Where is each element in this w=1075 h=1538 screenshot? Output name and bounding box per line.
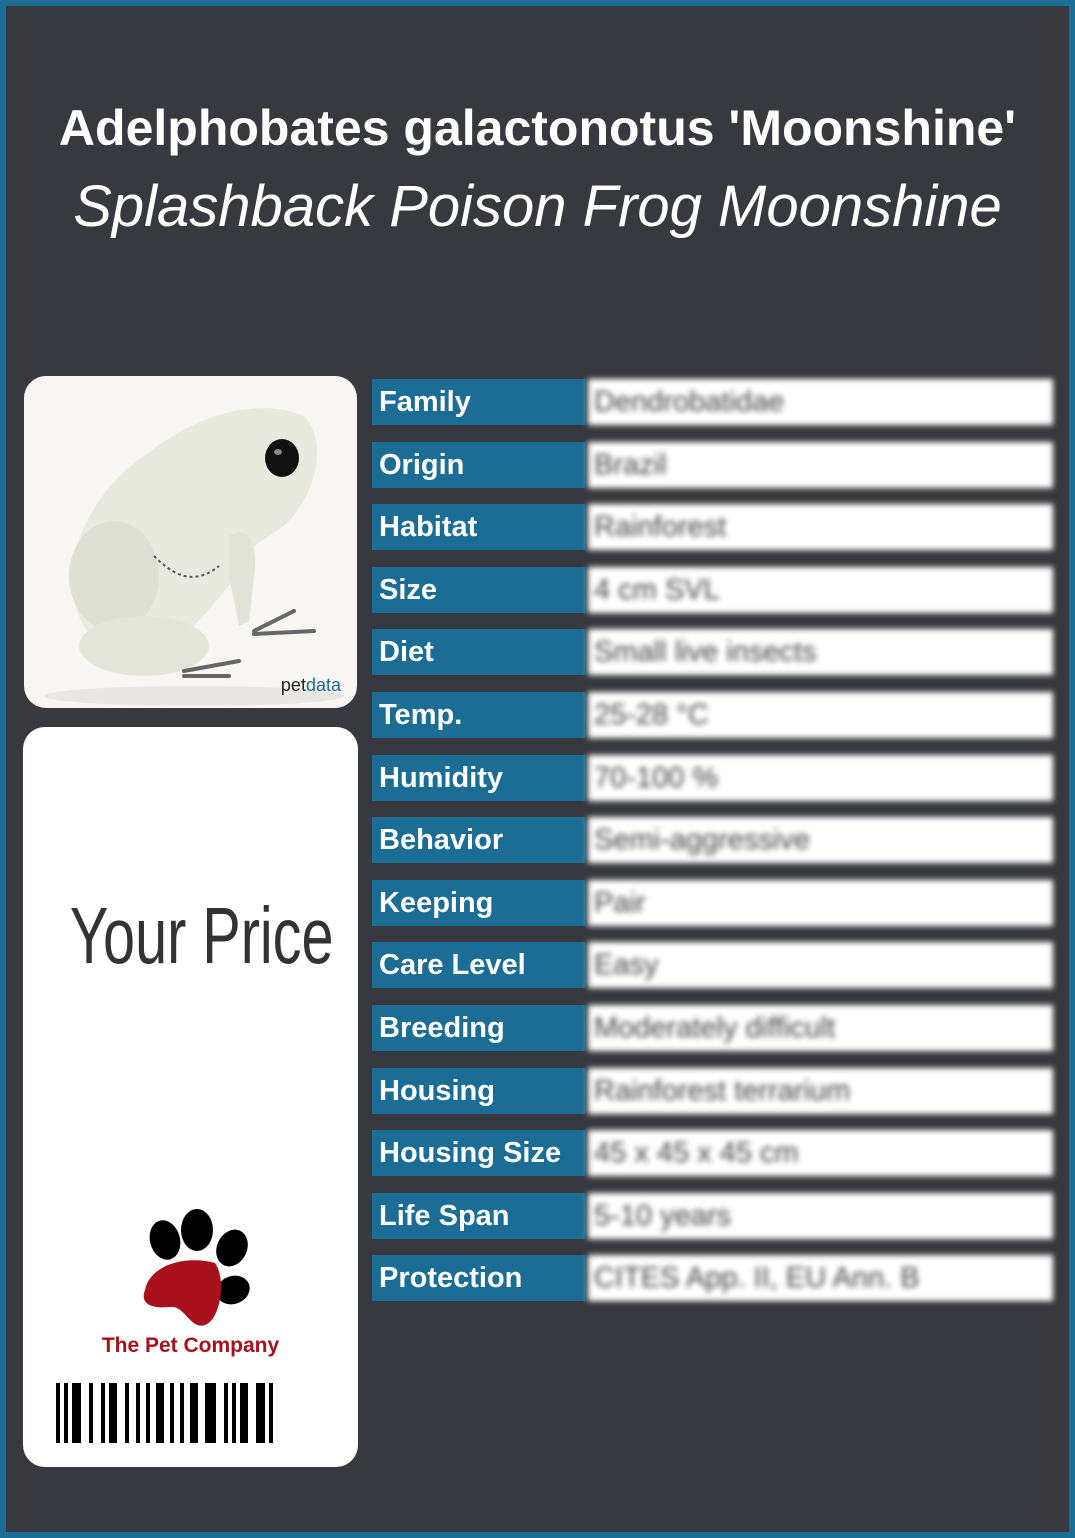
attribute-value: Pair (588, 879, 1053, 926)
barcode-bar (64, 1383, 68, 1443)
company-name: The Pet Company (101, 1334, 280, 1357)
barcode-bar (170, 1383, 174, 1443)
attribute-row: Keeping Pair (372, 879, 1053, 926)
attribute-row: Breeding Moderately difficult (372, 1005, 1053, 1051)
frog-photo: petdata (24, 376, 357, 708)
attribute-label-cell: Breeding (372, 1005, 585, 1051)
attribute-label-cell: Protection (372, 1255, 585, 1302)
attribute-label: Origin (379, 448, 465, 481)
attribute-label: Care Level (379, 949, 526, 982)
attribute-value: CITES App. II, EU Ann. B (588, 1255, 1053, 1302)
attribute-value: 25-28 °C (588, 692, 1053, 738)
attribute-label-cell: Behavior (372, 817, 585, 864)
attribute-value: Rainforest terrarium (588, 1067, 1053, 1114)
attribute-label-cell: Life Span (372, 1192, 585, 1239)
attribute-row: Origin Brazil (372, 441, 1053, 488)
attribute-label-cell: Keeping (372, 879, 585, 926)
attribute-label: Family (379, 386, 471, 418)
attribute-label: Breeding (379, 1012, 505, 1044)
barcode-bar (205, 1383, 216, 1443)
attribute-label: Life Span (379, 1199, 510, 1232)
attribute-label-cell: Habitat (372, 504, 585, 551)
attribute-row: Humidity 70-100 % (372, 754, 1053, 801)
attribute-label: Size (379, 573, 438, 606)
attribute-label-cell: Care Level (372, 942, 585, 989)
attribute-value: Small live insects (588, 629, 1053, 676)
paw-logo-icon (143, 1209, 250, 1326)
attribute-row: Housing Size 45 x 45 x 45 cm (372, 1130, 1053, 1177)
barcode-bar (180, 1383, 184, 1443)
barcode-bar (136, 1383, 140, 1443)
attribute-value: Dendrobatidae (588, 379, 1053, 425)
attribute-row: Diet Small live insects (372, 629, 1053, 676)
attribute-label: Diet (379, 636, 434, 669)
barcode-bar (156, 1383, 164, 1443)
attribute-label: Habitat (379, 511, 478, 544)
attribute-label: Temp. (379, 699, 463, 731)
attribute-row: Protection CITES App. II, EU Ann. B (372, 1255, 1053, 1302)
attribute-value: Moderately difficult (588, 1005, 1053, 1051)
attribute-label-cell: Housing Size (372, 1130, 585, 1177)
barcode-bar (125, 1383, 129, 1443)
attribute-value: 5-10 years (588, 1192, 1053, 1239)
attribute-label-cell: Size (372, 566, 585, 613)
attribute-label: Housing (379, 1074, 495, 1107)
attribute-label-cell: Origin (372, 441, 585, 488)
barcode-bar (89, 1383, 93, 1443)
attribute-row: Behavior Semi-aggressive (372, 817, 1053, 864)
attribute-value: Easy (588, 942, 1053, 989)
attribute-row: Housing Rainforest terrarium (372, 1067, 1053, 1114)
petdata-watermark: petdata (280, 675, 341, 695)
attribute-label-cell: Family (372, 379, 585, 425)
attribute-label-cell: Diet (372, 629, 585, 676)
barcode-bar (146, 1383, 150, 1443)
barcode-bar (224, 1383, 228, 1443)
attribute-value: Semi-aggressive (588, 817, 1053, 864)
attribute-row: Family Dendrobatidae (372, 379, 1053, 425)
price-card (23, 727, 358, 1467)
price-label: Your Price (69, 891, 334, 980)
barcode-bar (101, 1383, 105, 1443)
attribute-label: Humidity (379, 761, 504, 794)
barcode (56, 1383, 332, 1443)
barcode-bar (109, 1383, 117, 1443)
barcode-bar (232, 1383, 236, 1443)
attribute-row: Size 4 cm SVL (372, 566, 1053, 613)
attribute-label-cell: Housing (372, 1067, 585, 1114)
attribute-label-cell: Temp. (372, 692, 585, 738)
attribute-value: Rainforest (588, 504, 1053, 551)
attribute-row: Temp. 25-28 °C (372, 692, 1053, 738)
common-name: Splashback Poison Frog Moonshine (73, 174, 1002, 239)
attribute-value: 4 cm SVL (588, 566, 1053, 613)
attribute-row: Care Level Easy (372, 942, 1053, 989)
barcode-bar (269, 1383, 273, 1443)
barcode-bar (190, 1383, 198, 1443)
attribute-label-cell: Humidity (372, 754, 585, 801)
attribute-label: Behavior (379, 824, 504, 857)
scientific-name: Adelphobates galactonotus 'Moonshine' (58, 100, 1017, 156)
frog-image (44, 408, 344, 706)
barcode-bar (72, 1383, 81, 1443)
attribute-row: Life Span 5-10 years (372, 1192, 1053, 1239)
attribute-value: Brazil (588, 441, 1053, 488)
barcode-bar (56, 1383, 60, 1443)
attribute-label: Protection (379, 1262, 523, 1295)
attribute-label: Housing Size (379, 1137, 562, 1170)
attribute-value: 70-100 % (588, 754, 1053, 801)
barcode-bar (240, 1383, 248, 1443)
attribute-label: Keeping (379, 886, 494, 919)
attribute-value: 45 x 45 x 45 cm (588, 1130, 1053, 1177)
attribute-row: Habitat Rainforest (372, 504, 1053, 551)
barcode-bar (256, 1383, 265, 1443)
